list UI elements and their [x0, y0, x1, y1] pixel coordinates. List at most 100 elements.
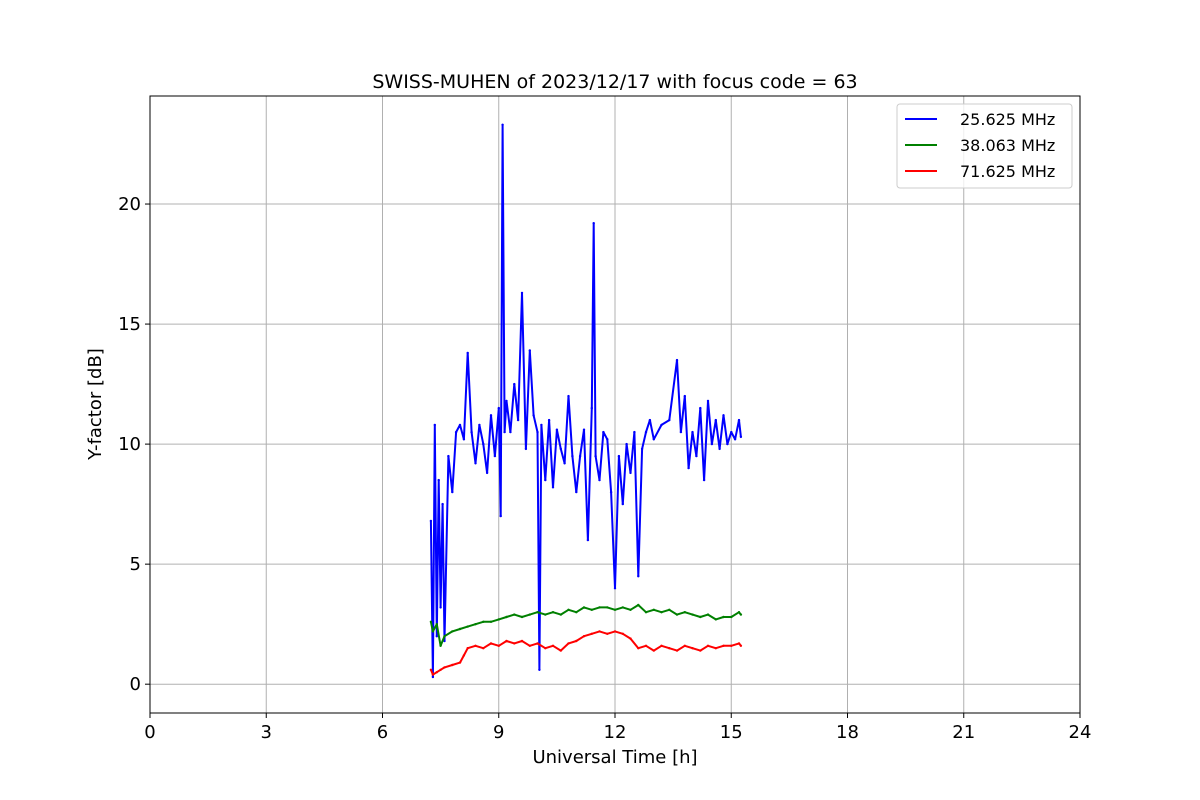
series-1-point — [598, 478, 601, 482]
series-1-point — [551, 486, 555, 489]
series-1-point — [617, 454, 621, 458]
series-1-point — [509, 430, 512, 434]
series-1-point — [441, 502, 444, 506]
x-tick-label: 6 — [377, 722, 388, 743]
series-2-point — [429, 620, 433, 623]
series-1-point — [730, 430, 733, 434]
x-tick-label: 9 — [493, 722, 504, 743]
series-1-point — [582, 428, 586, 431]
series-3-point — [629, 637, 632, 640]
series-1-point — [505, 399, 508, 403]
series-3-point — [474, 644, 477, 647]
series-1-point — [482, 442, 485, 446]
series-1-point — [648, 418, 652, 422]
series-1-point — [458, 423, 462, 427]
series-1-point — [683, 394, 686, 398]
series-1-point — [532, 414, 535, 417]
series-3-point — [513, 642, 516, 645]
series-2-point — [474, 623, 477, 626]
series-1-point — [466, 351, 469, 355]
series-3-point — [497, 644, 500, 647]
series-1-point — [625, 442, 628, 446]
series-3-point — [505, 639, 508, 643]
series-3-point — [722, 644, 725, 647]
series-2-point — [668, 608, 671, 611]
series-3-point — [637, 647, 640, 650]
x-tick-label: 21 — [952, 722, 975, 743]
series-1-point — [575, 490, 578, 494]
series-2-point — [629, 608, 632, 611]
series-3-point — [613, 630, 617, 633]
series-2-point — [722, 615, 725, 619]
series-2-point — [637, 603, 640, 607]
series-2-point — [582, 606, 586, 609]
series-1-point — [499, 514, 502, 518]
series-3-point — [598, 630, 601, 633]
series-2-point — [714, 618, 717, 621]
series-1-point — [629, 471, 632, 475]
legend: 25.625 MHz 38.063 MHz 71.625 MHz — [896, 103, 1073, 189]
series-1-point — [609, 490, 613, 494]
series-3-point — [431, 673, 435, 676]
series-1-point — [675, 358, 679, 362]
series-1-point — [571, 454, 574, 458]
series-3-point — [482, 647, 485, 650]
series-2-point — [466, 625, 469, 628]
series-1-point — [528, 349, 531, 352]
legend-label-3: 71.625 MHz — [960, 162, 1055, 181]
series-3-point — [699, 649, 702, 652]
series-3-point — [520, 639, 524, 643]
series-3-point — [714, 647, 717, 650]
series-1-point — [613, 587, 617, 590]
series-1-point — [429, 519, 433, 523]
series-1-point — [739, 435, 743, 439]
series-3-point — [439, 668, 442, 671]
series-1-point — [447, 454, 450, 458]
series-1-point — [501, 123, 504, 127]
series-1-point — [524, 447, 528, 451]
series-1-point — [536, 430, 539, 434]
series-1-point — [555, 428, 559, 431]
series-1-point — [733, 438, 737, 441]
series-1-point — [451, 490, 454, 494]
series-3-point — [429, 668, 433, 671]
series-1-point — [710, 442, 714, 446]
series-3-point — [451, 663, 454, 667]
series-1-point — [602, 430, 605, 434]
series-1-point — [474, 462, 477, 465]
legend-box — [896, 103, 1073, 189]
x-tick-label: 18 — [836, 722, 859, 743]
series-3-point — [606, 632, 609, 635]
series-1-point — [637, 575, 640, 578]
series-1-point — [722, 414, 725, 417]
series-3-point — [466, 647, 469, 650]
series-2-point — [559, 613, 562, 616]
series-1-point — [590, 406, 593, 410]
series-3-point — [652, 649, 655, 652]
series-1-point — [695, 454, 698, 458]
series-2-point — [598, 606, 601, 609]
series-3-point — [528, 644, 531, 647]
series-2-point — [699, 615, 702, 619]
series-2-point — [482, 620, 485, 623]
series-1-point — [737, 418, 741, 422]
series-3-point — [691, 647, 694, 650]
y-tick-label: 20 — [118, 194, 141, 215]
series-1-point — [718, 447, 721, 451]
chart-title: SWISS-MUHEN of 2023/12/17 with focus cod… — [372, 71, 857, 93]
series-1-point — [640, 447, 644, 451]
series-1-point — [478, 423, 481, 427]
x-tick-label: 3 — [261, 722, 272, 743]
series-2-point — [536, 611, 539, 614]
series-3-point — [621, 632, 624, 635]
series-3-point — [462, 654, 466, 657]
series-1-point — [544, 478, 547, 482]
series-2-point — [544, 613, 547, 616]
series-3-point — [582, 635, 586, 638]
series-1-point — [687, 466, 690, 470]
series-3-point — [730, 644, 733, 647]
series-line-1 — [429, 123, 742, 678]
series-2-point — [691, 613, 694, 616]
series-1-point — [559, 447, 562, 451]
y-tick-label: 15 — [118, 314, 141, 335]
